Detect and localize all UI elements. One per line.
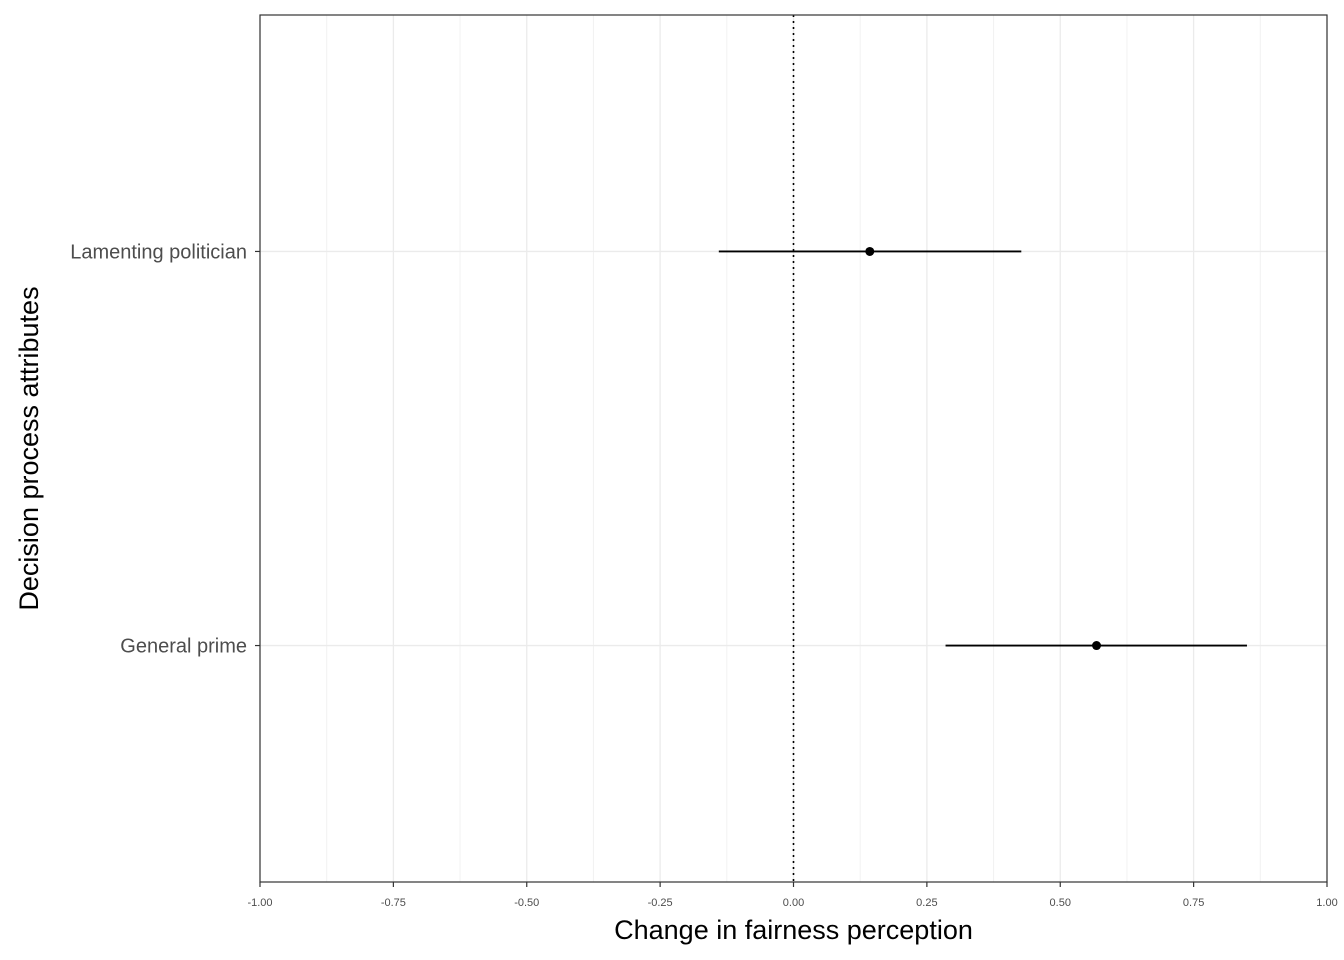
x-tick-label: -0.50 [514, 897, 539, 909]
point-estimate [1092, 641, 1102, 651]
y-axis-title: Decision process attributes [14, 286, 44, 610]
y-axis-ticks: Lamenting politician General prime [70, 241, 260, 658]
confidence-intervals [718, 250, 1247, 647]
y-tick-label: General prime [120, 636, 247, 658]
x-tick-label: 1.00 [1316, 897, 1337, 909]
x-tick-label: 0.75 [1183, 897, 1204, 909]
x-tick-label: 0.50 [1050, 897, 1071, 909]
x-tick-label: 0.00 [783, 897, 804, 909]
x-tick-label: -0.75 [381, 897, 406, 909]
x-tick-label: 0.25 [916, 897, 937, 909]
x-axis-title: Change in fairness perception [614, 915, 973, 945]
x-tick-label: -1.00 [247, 897, 272, 909]
x-tick-label: -0.25 [648, 897, 673, 909]
x-axis-ticks: -1.00 -0.75 -0.50 -0.25 0.00 0.25 0.50 0.75 1.00 [247, 882, 1338, 909]
point-estimates [865, 246, 1102, 651]
minor-gridlines [326, 15, 1261, 882]
y-tick-label: Lamenting politician [70, 241, 247, 263]
point-estimate [865, 246, 875, 256]
